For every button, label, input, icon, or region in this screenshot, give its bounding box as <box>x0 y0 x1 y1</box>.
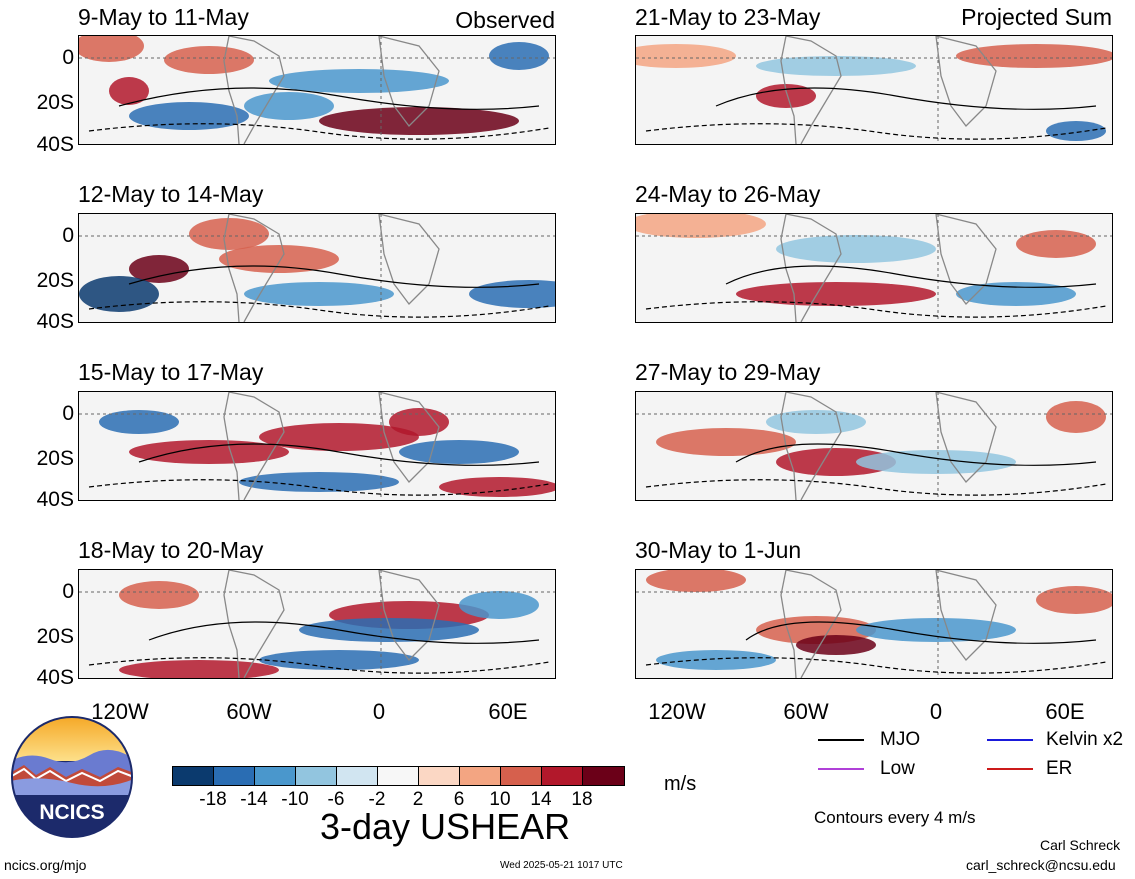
y-label-40s: 40S <box>36 666 74 689</box>
y-label-0: 0 <box>62 224 74 247</box>
colorbar-tick-label: -18 <box>199 789 227 810</box>
y-label-20s: 20S <box>36 625 74 648</box>
y-label-20s: 20S <box>36 269 74 292</box>
x-label-60w: 60W <box>783 699 829 724</box>
x-label-60w: 60W <box>226 699 272 724</box>
colorbar <box>172 766 625 786</box>
map-panel-right-4 <box>635 569 1113 679</box>
colorbar-swatch <box>296 767 337 785</box>
colorbar-swatch <box>337 767 378 785</box>
x-label-0: 0 <box>372 699 386 724</box>
panel-title-left-2: 12-May to 14-May <box>78 181 264 207</box>
x-label-120w: 120W <box>648 699 706 724</box>
panel-title-left-1: 9-May to 11-May <box>78 4 249 30</box>
map-panel-right-1 <box>635 35 1113 145</box>
y-label-0: 0 <box>62 46 74 69</box>
map-panel-left-1 <box>78 35 556 145</box>
legend-er-line <box>987 768 1033 770</box>
y-label-20s: 20S <box>36 447 74 470</box>
ncics-logo-text: NCICS <box>39 801 104 824</box>
timestamp: Wed 2025-05-21 1017 UTC <box>500 860 623 871</box>
colorbar-tick-label: -2 <box>368 789 386 810</box>
legend-mjo-label: MJO <box>880 729 921 750</box>
colorbar-unit: m/s <box>664 773 697 795</box>
credit-name: Carl Schreck <box>1040 837 1121 853</box>
colorbar-tick-label: 2 <box>412 789 424 810</box>
colorbar-swatch <box>378 767 419 785</box>
panel-title-right-1: 21-May to 23-May <box>635 4 821 30</box>
y-label-40s: 40S <box>36 133 74 156</box>
contours-note: Contours every 4 m/s <box>814 808 976 827</box>
credit-email: carl_schreck@ncsu.edu <box>966 857 1116 873</box>
colorbar-swatch <box>173 767 214 785</box>
colorbar-tick-label: 14 <box>530 789 552 810</box>
map-panel-left-4 <box>78 569 556 679</box>
colorbar-tick-label: -6 <box>327 789 345 810</box>
website-link[interactable]: ncics.org/mjo <box>4 857 87 873</box>
colorbar-swatch <box>460 767 501 785</box>
x-label-0: 0 <box>929 699 943 724</box>
panel-title-left-3: 15-May to 17-May <box>78 359 264 385</box>
y-label-20s: 20S <box>36 91 74 114</box>
panel-title-right-3: 27-May to 29-May <box>635 359 821 385</box>
projected-sum-label: Projected Sum <box>961 4 1112 30</box>
colorbar-tick-label: 10 <box>489 789 511 810</box>
ncics-logo: NCICS <box>10 715 134 839</box>
colorbar-swatch <box>542 767 583 785</box>
map-panel-left-2 <box>78 213 556 323</box>
legend-mjo-line <box>818 739 864 741</box>
legend-kelvin-line <box>987 739 1033 741</box>
panel-title-right-4: 30-May to 1-Jun <box>635 537 802 563</box>
colorbar-tick-label: -10 <box>281 789 309 810</box>
map-panel-right-2 <box>635 213 1113 323</box>
map-panel-left-3 <box>78 391 556 501</box>
x-label-120w: 120W <box>91 699 149 724</box>
legend-low-line <box>818 768 864 770</box>
colorbar-swatch <box>214 767 255 785</box>
x-label-60e: 60E <box>1045 699 1085 724</box>
x-label-60e: 60E <box>488 699 528 724</box>
chart-title: 3-day USHEAR <box>320 806 571 847</box>
y-label-40s: 40S <box>36 488 74 511</box>
panel-title-left-4: 18-May to 20-May <box>78 537 264 563</box>
y-label-0: 0 <box>62 580 74 603</box>
y-label-0: 0 <box>62 402 74 425</box>
colorbar-swatch <box>501 767 542 785</box>
observed-label: Observed <box>455 7 555 33</box>
colorbar-swatch <box>419 767 460 785</box>
colorbar-swatch <box>583 767 624 785</box>
colorbar-tick-label: 6 <box>453 789 465 810</box>
y-label-40s: 40S <box>36 310 74 333</box>
panel-title-right-2: 24-May to 26-May <box>635 181 821 207</box>
colorbar-tick-label: -14 <box>240 789 268 810</box>
colorbar-swatch <box>255 767 296 785</box>
legend-low-label: Low <box>880 758 915 779</box>
colorbar-tick-label: 18 <box>571 789 593 810</box>
map-panel-right-3 <box>635 391 1113 501</box>
legend-er-label: ER <box>1046 758 1073 779</box>
legend-kelvin-label: Kelvin x2 <box>1046 729 1124 750</box>
